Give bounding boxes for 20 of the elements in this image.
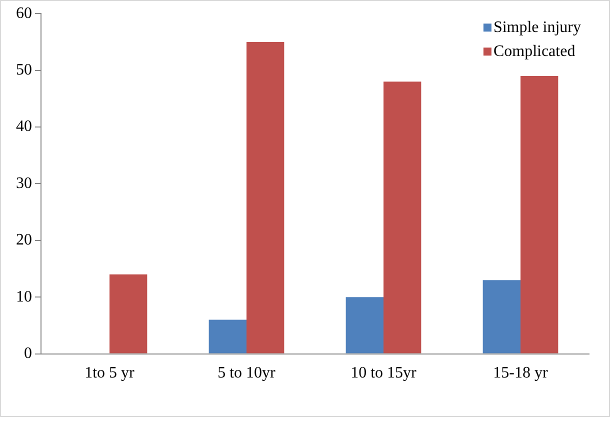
bar <box>346 297 384 354</box>
y-tick-label: 10 <box>16 288 32 306</box>
y-tick-label: 60 <box>16 4 32 22</box>
bar <box>110 274 148 354</box>
y-tick-label: 40 <box>16 118 32 136</box>
x-tick-label: 10 to 15yr <box>350 364 418 382</box>
bar <box>520 76 558 354</box>
x-tick-label: 15-18 yr <box>493 364 548 382</box>
y-tick-label: 0 <box>24 345 32 362</box>
y-tick-label: 20 <box>16 232 32 249</box>
bar <box>208 320 246 354</box>
y-tick-label: 30 <box>16 174 32 192</box>
legend-label: Complicated <box>493 42 576 60</box>
bar <box>384 82 422 354</box>
bar <box>482 280 520 354</box>
x-tick-label: 5 to 10yr <box>218 364 276 382</box>
x-tick-label: 1to 5 yr <box>84 364 136 382</box>
bar <box>246 42 284 354</box>
legend-label: Simple injury <box>493 18 582 36</box>
y-tick-label: 50 <box>16 62 32 79</box>
